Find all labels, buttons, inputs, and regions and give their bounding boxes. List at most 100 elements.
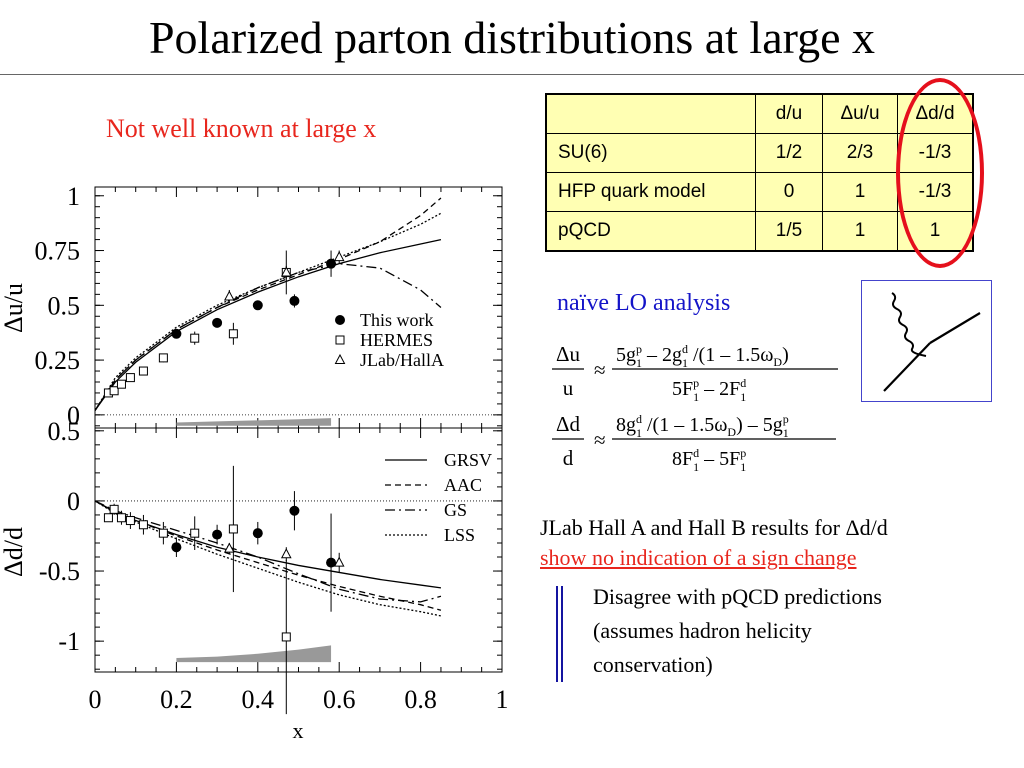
formula-du-numerator: Δu bbox=[556, 342, 581, 366]
curve-lss bbox=[94, 500, 442, 617]
data-point-this-work bbox=[326, 557, 337, 568]
data-point-hermes bbox=[281, 632, 291, 642]
legend-label: GS bbox=[444, 500, 467, 520]
curve-grsv bbox=[94, 238, 442, 411]
x-tick-label: 1 bbox=[496, 685, 509, 714]
legend-curves: GRSV AAC GS LSS bbox=[385, 450, 492, 545]
table-cell: 1 bbox=[822, 172, 898, 212]
systematic-error-band bbox=[176, 645, 332, 663]
data-point-this-work bbox=[171, 328, 182, 339]
legend-label: This work bbox=[360, 310, 434, 330]
legend-label: GRSV bbox=[444, 450, 492, 470]
double-bar-marker bbox=[556, 586, 564, 682]
y-tick-label: 0 bbox=[67, 487, 80, 516]
legend-marker bbox=[335, 315, 345, 325]
data-point-this-work bbox=[212, 317, 223, 328]
curve-grsv bbox=[94, 500, 442, 589]
table-header-cell: d/u bbox=[755, 93, 823, 134]
data-point-hermes bbox=[158, 528, 168, 538]
table-cell: 1/2 bbox=[755, 133, 823, 173]
formula-dd-denominator: d bbox=[563, 446, 574, 470]
data-point-hermes bbox=[190, 333, 200, 343]
curve-lss bbox=[94, 212, 442, 411]
table-cell: 1 bbox=[822, 211, 898, 252]
data-point-this-work bbox=[212, 529, 223, 540]
legend-marker bbox=[334, 353, 346, 364]
table-header-cell: Δu/u bbox=[822, 93, 898, 134]
x-tick-label: 0.6 bbox=[323, 685, 356, 714]
data-point-hermes bbox=[228, 524, 238, 534]
formula-dd-numerator: Δd bbox=[556, 412, 581, 436]
table-cell: 2/3 bbox=[822, 133, 898, 173]
disagree-line: (assumes hadron helicity bbox=[593, 618, 812, 643]
slide-title: Polarized parton distributions at large … bbox=[148, 12, 876, 63]
data-point-hermes bbox=[125, 516, 135, 526]
feynman-diagram-drawing bbox=[883, 292, 981, 392]
table-header-cell bbox=[545, 93, 756, 134]
curve-aac bbox=[94, 500, 442, 611]
data-point-this-work bbox=[289, 295, 300, 306]
y-tick-label: 0.25 bbox=[35, 346, 81, 375]
y-tick-label: 0 bbox=[67, 401, 80, 430]
title-divider bbox=[0, 74, 1024, 75]
legend-label: HERMES bbox=[360, 330, 433, 350]
approx-sign: ≈ bbox=[594, 358, 606, 382]
y-tick-label: 0.75 bbox=[35, 237, 81, 266]
disagree-note: Disagree with pQCD predictions (assumes … bbox=[593, 580, 882, 682]
data-point-this-work bbox=[171, 542, 182, 553]
data-point-hermes bbox=[125, 373, 135, 383]
formula-dd-rhs: 8g1d /(1 – 1.5ωD) – 5g1p 8F1d – 5F1p bbox=[612, 412, 836, 474]
legend-label: AAC bbox=[444, 475, 482, 495]
plot-frame bbox=[94, 427, 503, 673]
data-point-hermes bbox=[109, 504, 119, 514]
jlab-results-text: JLab Hall A and Hall B results for Δd/d … bbox=[540, 513, 888, 573]
table-row: pQCD 1/5 1 1 bbox=[545, 211, 974, 252]
bar-line bbox=[561, 586, 563, 682]
x-axis-label: x bbox=[293, 718, 304, 743]
systematic-error-band bbox=[176, 418, 332, 426]
jlab-results-line: JLab Hall A and Hall B results for Δd/d bbox=[540, 515, 888, 540]
approx-sign: ≈ bbox=[594, 428, 606, 452]
table-cell: SU(6) bbox=[545, 133, 756, 173]
curve-gs bbox=[94, 500, 442, 603]
y-axis-label: Δd/d bbox=[0, 527, 28, 577]
two-panel-chart: 0 0.25 0.5 0.75 1 Δu/u This workHERMESJLab/Hal… bbox=[0, 182, 509, 743]
legend-label: JLab/HallA bbox=[360, 350, 444, 370]
legend-marker bbox=[335, 335, 345, 345]
y-axis-label: Δu/u bbox=[0, 283, 28, 333]
data-point-this-work bbox=[252, 528, 263, 539]
formula-du-denominator: u bbox=[563, 376, 574, 400]
disagree-line: Disagree with pQCD predictions bbox=[593, 584, 882, 609]
lo-analysis-label: naïve LO analysis bbox=[557, 290, 731, 316]
x-tick-label: 0.8 bbox=[404, 685, 437, 714]
panel-dd-d: 0.5 0 -0.5 -1 Δd/d GRSV AAC GS LSS bbox=[0, 417, 503, 715]
data-point-this-work bbox=[289, 505, 300, 516]
svg-text:8F1d – 5F1p: 8F1d – 5F1p bbox=[672, 446, 746, 474]
data-point-hermes bbox=[138, 520, 148, 530]
panel-du-u: 0 0.25 0.5 0.75 1 Δu/u This workHERMESJLab/Hal… bbox=[0, 182, 503, 430]
x-tick-label: 0.4 bbox=[242, 685, 275, 714]
data-point-hermes bbox=[109, 386, 119, 396]
sign-change-note: show no indication of a sign change bbox=[540, 545, 857, 570]
y-tick-label: -1 bbox=[58, 627, 80, 656]
y-tick-label: 1 bbox=[67, 182, 80, 211]
data-point-this-work bbox=[252, 300, 263, 311]
data-point-hermes bbox=[103, 513, 113, 523]
x-tick-label: 0.2 bbox=[160, 685, 193, 714]
ratio-formulas: Δu u ≈ 5g1p – 2g1d /(1 – 1.5ωD) 5F1p – 2… bbox=[552, 342, 838, 474]
svg-text:5g1p – 2g1d /(1 – 1.5ωD): 5g1p – 2g1d /(1 – 1.5ωD) bbox=[616, 342, 789, 370]
data-point-hermes bbox=[138, 366, 148, 376]
data-point-hermes bbox=[116, 379, 126, 389]
y-tick-label: -0.5 bbox=[39, 557, 80, 586]
data-point-jlab bbox=[333, 251, 345, 262]
curve-aac bbox=[94, 197, 442, 411]
data-point-hermes bbox=[158, 353, 168, 363]
disagree-line: conservation) bbox=[593, 652, 713, 677]
bar-line bbox=[556, 586, 558, 682]
table-cell: 0 bbox=[755, 172, 823, 212]
data-point-hermes bbox=[190, 528, 200, 538]
plot-caption: Not well known at large x bbox=[106, 114, 377, 143]
highlight-ellipse bbox=[896, 78, 984, 268]
svg-text:5F1p – 2F1d: 5F1p – 2F1d bbox=[672, 376, 746, 404]
table-cell: 1/5 bbox=[755, 211, 823, 252]
